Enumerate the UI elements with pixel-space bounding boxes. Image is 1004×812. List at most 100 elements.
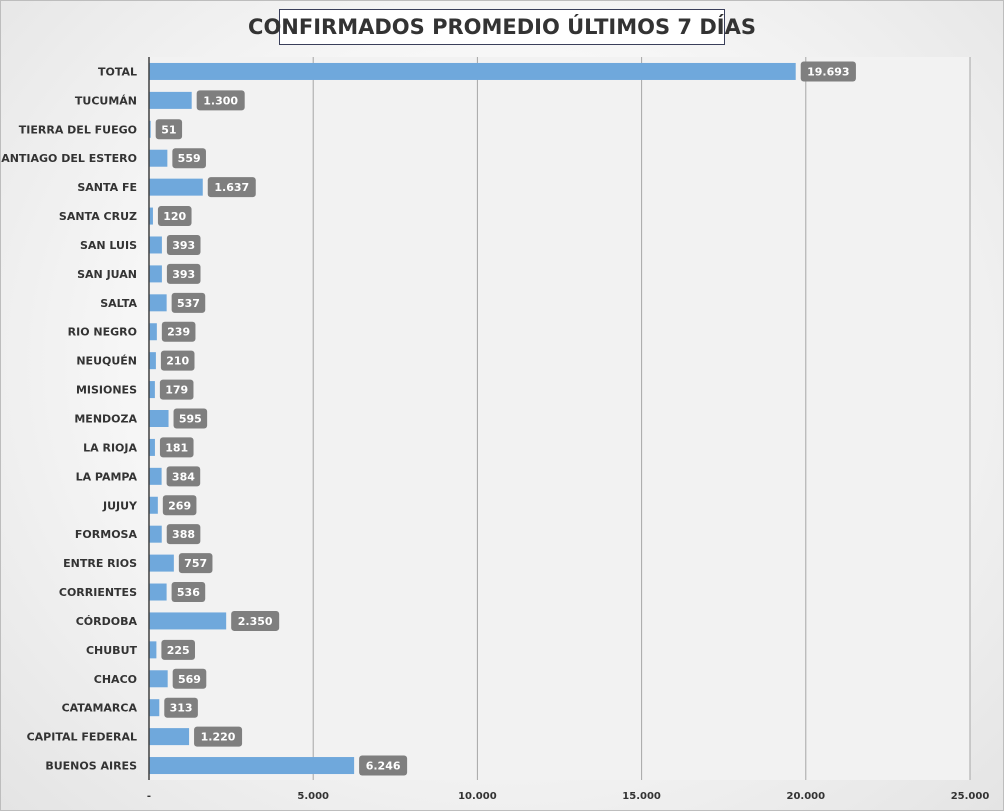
category-label: SAN JUAN	[77, 268, 137, 281]
category-label: LA RIOJA	[83, 441, 137, 454]
data-label-value: 313	[170, 702, 193, 715]
data-label: 1.637	[207, 177, 256, 198]
category-label: TOTAL	[98, 65, 137, 78]
bars	[149, 62, 796, 775]
data-label-box	[171, 292, 206, 313]
bar	[149, 294, 167, 312]
data-label-box	[160, 350, 195, 371]
data-label-box	[164, 697, 198, 718]
bar	[149, 757, 355, 775]
bar	[149, 381, 155, 399]
data-label-box	[359, 755, 408, 776]
data-label-box	[166, 263, 201, 284]
data-label: 210	[160, 350, 195, 371]
category-label: TUCUMÁN	[75, 94, 137, 107]
data-label-box	[159, 379, 194, 400]
category-label: MENDOZA	[74, 413, 137, 426]
bar	[149, 641, 157, 659]
data-label-value: 120	[163, 210, 186, 223]
data-label-value: 595	[179, 413, 202, 426]
bar	[149, 496, 158, 514]
bar	[149, 352, 156, 370]
bar	[149, 612, 227, 630]
x-tick-label: -	[147, 791, 151, 802]
bar	[149, 525, 162, 543]
data-label-value: 19.693	[807, 65, 849, 78]
category-label: SALTA	[100, 297, 137, 310]
data-label-value: 181	[165, 441, 188, 454]
bar	[149, 438, 155, 456]
category-label: NEUQUÉN	[76, 355, 137, 368]
category-label: RIO NEGRO	[68, 326, 137, 339]
data-label-box	[231, 610, 280, 631]
data-label-value: 2.350	[238, 615, 273, 628]
category-label: CORRIENTES	[59, 586, 137, 599]
category-label: TIERRA DEL FUEGO	[19, 123, 137, 136]
data-label-box	[161, 639, 195, 660]
data-label-value: 6.246	[366, 760, 401, 773]
data-label: 1.300	[196, 90, 245, 111]
data-label-value: 225	[167, 644, 190, 657]
bar	[149, 699, 160, 717]
data-label-value: 393	[172, 239, 195, 252]
category-label: SAN LUIS	[80, 239, 137, 252]
category-label: SANTA CRUZ	[59, 210, 137, 223]
data-label-value: 179	[165, 384, 188, 397]
data-label-box	[155, 119, 183, 140]
bar	[149, 410, 169, 427]
data-label-value: 569	[178, 673, 201, 686]
bar	[149, 91, 192, 109]
data-label-box	[172, 668, 207, 689]
x-tick-label: 10.000	[458, 791, 497, 802]
data-label-box	[166, 524, 201, 545]
data-label-box	[171, 582, 206, 603]
data-label: 120	[157, 206, 192, 227]
x-tick-label: 20.000	[787, 791, 826, 802]
data-label: 595	[173, 408, 208, 429]
data-label-box	[157, 206, 192, 227]
data-label-value: 537	[177, 297, 200, 310]
bar	[149, 554, 174, 572]
data-label-box	[172, 148, 206, 169]
data-label-value: 1.637	[214, 181, 249, 194]
data-label-box	[166, 466, 201, 487]
bar	[149, 178, 203, 196]
data-label-value: 239	[167, 326, 190, 339]
data-label-value: 388	[172, 528, 195, 541]
category-label: CHUBUT	[86, 644, 138, 657]
category-label: FORMOSA	[75, 528, 138, 541]
data-label: 51	[155, 119, 183, 140]
category-label: CAPITAL FEDERAL	[27, 731, 137, 744]
data-label-box	[800, 61, 856, 82]
plot-area	[149, 57, 970, 780]
data-label-value: 269	[168, 499, 191, 512]
x-tick-labels: - 5.000 10.000 15.000 20.000 25.000	[147, 791, 989, 802]
data-label: 537	[171, 292, 206, 313]
bar	[149, 728, 190, 746]
data-label-value: 1.220	[201, 731, 236, 744]
data-labels: 19.693 1.300 51 559 1.637 120 393 393 537 239 210 1…	[155, 61, 856, 776]
bar	[149, 62, 796, 80]
data-label: 569	[172, 668, 207, 689]
bar	[149, 467, 162, 485]
data-label-box	[173, 408, 208, 429]
category-label: BUENOS AIRES	[45, 760, 137, 773]
data-label: 225	[161, 639, 195, 660]
bar	[149, 207, 153, 225]
bar	[149, 323, 157, 341]
data-label: 179	[159, 379, 194, 400]
bar	[149, 236, 162, 254]
bar	[149, 583, 167, 601]
data-label-box	[178, 553, 213, 574]
data-label: 393	[166, 234, 201, 255]
data-label-box	[196, 90, 245, 111]
data-label: 313	[164, 697, 198, 718]
data-label: 536	[171, 582, 206, 603]
data-label-value: 210	[166, 355, 189, 368]
data-label: 269	[162, 495, 197, 516]
data-label: 239	[161, 321, 196, 342]
data-label-value: 757	[184, 557, 207, 570]
data-label: 181	[159, 437, 194, 458]
data-label-box	[159, 437, 194, 458]
data-label-value: 51	[161, 123, 176, 136]
